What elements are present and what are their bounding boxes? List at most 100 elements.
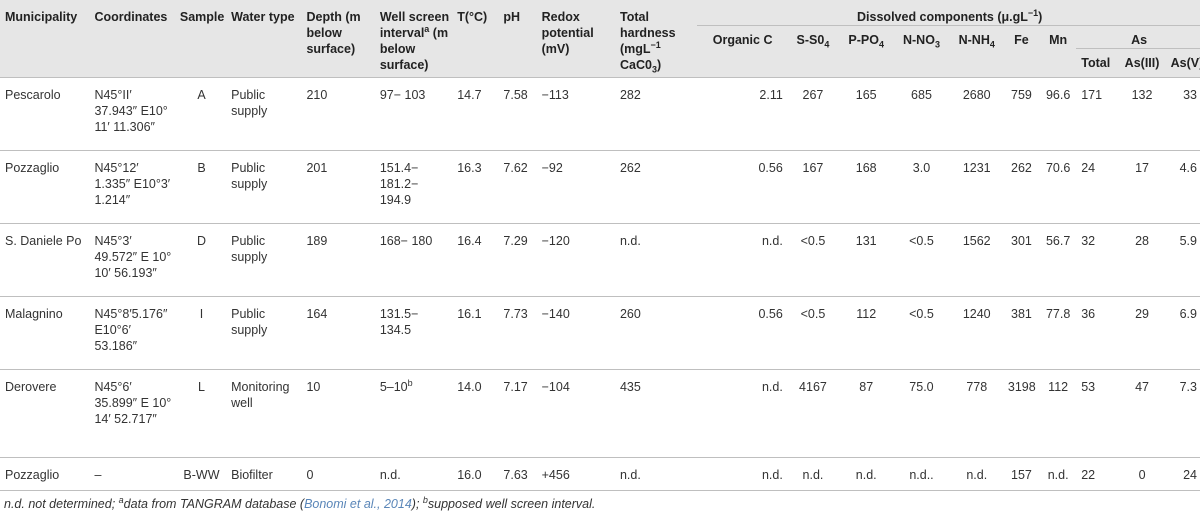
- header-n-no3: N-NO3: [892, 25, 949, 78]
- table-row: Derovere N45°6′ 35.899″ E 10° 14′ 52.717″…: [0, 369, 1200, 458]
- s-so4-cell: <0.5: [785, 223, 839, 297]
- municipality-cell: Pozzaglio: [0, 457, 90, 491]
- n-no3-cell: 685: [892, 77, 949, 151]
- header-depth: Depth (m below surface): [301, 0, 375, 78]
- sample-cell: I: [174, 296, 227, 370]
- temperature-cell: 14.0: [452, 369, 499, 458]
- redox-cell: −140: [536, 296, 615, 370]
- as-v-cell: 33: [1165, 77, 1200, 151]
- header-s-so4: S-S04: [785, 25, 839, 78]
- redox-cell: −92: [536, 150, 615, 224]
- mn-cell: 96.6: [1038, 77, 1077, 151]
- sample-cell: A: [174, 77, 227, 151]
- ph-cell: 7.29: [498, 223, 537, 297]
- table-body: Pescarolo N45°II′ 37.943″ E10° 11′ 11.306…: [0, 77, 1200, 491]
- mn-cell: n.d.: [1038, 457, 1077, 491]
- organic-c-cell: n.d.: [697, 223, 786, 297]
- p-po4-cell: 165: [838, 77, 893, 151]
- citation-link[interactable]: Bonomi et al., 2014: [304, 497, 412, 511]
- ph-cell: 7.63: [498, 457, 537, 491]
- well-screen-cell: 168− 180: [374, 223, 453, 297]
- coordinates-cell: N45°6′ 35.899″ E 10° 14′ 52.717″: [89, 369, 175, 458]
- header-hardness: Total hardness (mgL−1 CaC03): [614, 0, 698, 78]
- water-type-cell: Public supply: [226, 77, 302, 151]
- as-v-cell: 5.9: [1165, 223, 1200, 297]
- as-total-cell: 171: [1076, 77, 1117, 151]
- well-screen-cell: 97− 103: [374, 77, 453, 151]
- hardness-cell: n.d.: [614, 457, 698, 491]
- header-as-v: As(V): [1165, 48, 1200, 78]
- table-row: Malagnino N45°8′5.176″ E10°6′ 53.186″ I Pub…: [0, 296, 1200, 370]
- mn-cell: 70.6: [1038, 150, 1077, 224]
- as-total-cell: 36: [1076, 296, 1117, 370]
- municipality-cell: S. Daniele Po: [0, 223, 90, 297]
- ph-cell: 7.17: [498, 369, 537, 458]
- header-organic-c: Organic C: [697, 25, 786, 78]
- header-fe: Fe: [1002, 25, 1039, 78]
- temperature-cell: 16.3: [452, 150, 499, 224]
- water-type-cell: Biofilter: [226, 457, 302, 491]
- s-so4-cell: 267: [785, 77, 839, 151]
- n-no3-cell: 3.0: [892, 150, 949, 224]
- water-chemistry-table: Municipality Coordinates Sample Water ty…: [0, 0, 1200, 491]
- fe-cell: 3198: [1002, 369, 1039, 458]
- as-iii-cell: 28: [1116, 223, 1166, 297]
- as-v-cell: 6.9: [1165, 296, 1200, 370]
- n-no3-cell: 75.0: [892, 369, 949, 458]
- header-dissolved-components: Dissolved components (μ.gL−1): [697, 0, 1200, 26]
- header-sample: Sample: [174, 0, 227, 78]
- header-municipality: Municipality: [0, 0, 90, 78]
- sample-cell: B: [174, 150, 227, 224]
- ph-cell: 7.62: [498, 150, 537, 224]
- as-iii-cell: 0: [1116, 457, 1166, 491]
- as-v-cell: 24: [1165, 457, 1200, 491]
- well-screen-cell: 131.5− 134.5: [374, 296, 453, 370]
- n-nh4-cell: 1231: [948, 150, 1003, 224]
- header-mn: Mn: [1038, 25, 1077, 78]
- well-screen-cell: 5–10b: [374, 369, 453, 458]
- redox-cell: +456: [536, 457, 615, 491]
- as-iii-cell: 47: [1116, 369, 1166, 458]
- water-type-cell: Monitoring well: [226, 369, 302, 458]
- organic-c-cell: n.d.: [697, 369, 786, 458]
- as-iii-cell: 17: [1116, 150, 1166, 224]
- as-total-cell: 24: [1076, 150, 1117, 224]
- sample-cell: L: [174, 369, 227, 458]
- depth-cell: 210: [301, 77, 375, 151]
- municipality-cell: Pozzaglio: [0, 150, 90, 224]
- hardness-cell: 260: [614, 296, 698, 370]
- ph-cell: 7.73: [498, 296, 537, 370]
- as-iii-cell: 132: [1116, 77, 1166, 151]
- water-type-cell: Public supply: [226, 223, 302, 297]
- n-nh4-cell: n.d.: [948, 457, 1003, 491]
- n-no3-cell: <0.5: [892, 296, 949, 370]
- sample-cell: D: [174, 223, 227, 297]
- s-so4-cell: 167: [785, 150, 839, 224]
- header-ph: pH: [498, 0, 537, 78]
- n-nh4-cell: 1240: [948, 296, 1003, 370]
- as-total-cell: 22: [1076, 457, 1117, 491]
- n-nh4-cell: 778: [948, 369, 1003, 458]
- p-po4-cell: n.d.: [838, 457, 893, 491]
- header-as: As: [1076, 25, 1200, 49]
- sample-cell: B-WW: [174, 457, 227, 491]
- depth-cell: 10: [301, 369, 375, 458]
- n-no3-cell: n.d..: [892, 457, 949, 491]
- fe-cell: 301: [1002, 223, 1039, 297]
- fe-cell: 759: [1002, 77, 1039, 151]
- header-p-po4: P-PO4: [838, 25, 893, 78]
- municipality-cell: Derovere: [0, 369, 90, 458]
- well-screen-cell: 151.4− 181.2− 194.9: [374, 150, 453, 224]
- depth-cell: 164: [301, 296, 375, 370]
- organic-c-cell: n.d.: [697, 457, 786, 491]
- fe-cell: 381: [1002, 296, 1039, 370]
- header-water-type: Water type: [226, 0, 302, 78]
- table-row: Pozzaglio N45°12′ 1.335″ E10°3′ 1.214″ B Pu…: [0, 150, 1200, 224]
- header-n-nh4: N-NH4: [948, 25, 1003, 78]
- header-as-iii: As(III): [1116, 48, 1166, 78]
- temperature-cell: 16.0: [452, 457, 499, 491]
- well-screen-cell: n.d.: [374, 457, 453, 491]
- temperature-cell: 16.1: [452, 296, 499, 370]
- header-well-screen: Well screen intervala (m below surface): [374, 0, 453, 78]
- as-total-cell: 53: [1076, 369, 1117, 458]
